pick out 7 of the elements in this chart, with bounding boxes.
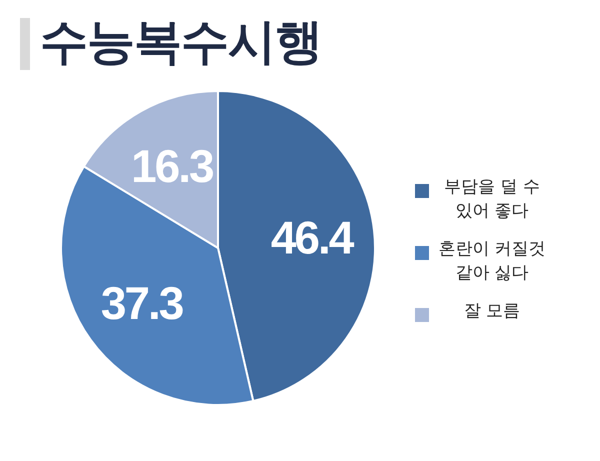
data-label: 16.3 [131,140,214,192]
legend-label: 잘 모름 [462,300,522,323]
data-label: 46.4 [270,211,355,264]
legend-label: 부담을 덜 수 있어 좋다 [443,176,541,223]
chart-title: 수능복수시행 [40,13,322,72]
data-label: 37.3 [100,277,183,330]
legend-label: 혼란이 커질것 같아 싫다 [437,238,547,285]
